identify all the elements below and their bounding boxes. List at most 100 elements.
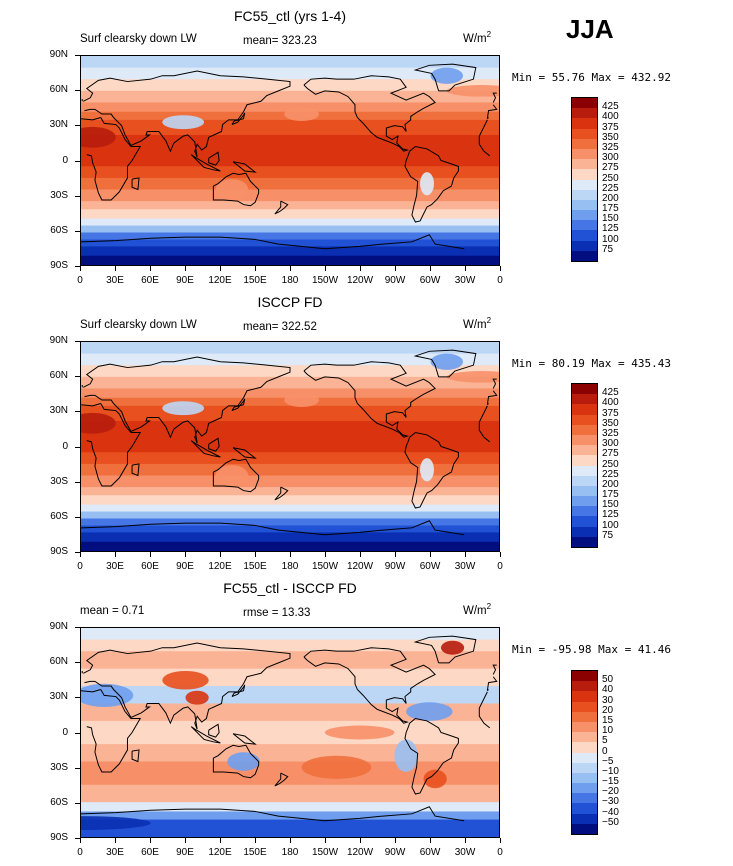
coastline <box>413 63 477 92</box>
lon-tick-label: 30E <box>106 847 124 858</box>
coastline <box>487 689 489 692</box>
coastline <box>81 689 101 693</box>
field-band <box>81 218 499 227</box>
field-feature <box>394 739 418 772</box>
colorbar-label: −40 <box>602 806 619 818</box>
colorbar-label: 200 <box>602 192 619 204</box>
coastline <box>232 447 257 459</box>
colorbar-label: 275 <box>602 448 619 460</box>
coastline <box>303 75 436 152</box>
panel-left-text: Surf clearsky down LW <box>80 33 197 45</box>
field-feature <box>162 115 205 130</box>
colorbar <box>571 383 598 548</box>
colorbar-label: 400 <box>602 111 619 123</box>
season-label: JJA <box>566 14 614 44</box>
coastline <box>478 691 491 729</box>
lon-tick-label: 150E <box>243 275 267 286</box>
lat-tick <box>75 411 80 413</box>
lon-tick <box>395 552 396 557</box>
lat-tick <box>75 230 80 232</box>
lon-tick <box>220 838 221 843</box>
lon-tick-label: 90W <box>384 561 406 572</box>
colorbar-segment <box>572 199 597 211</box>
colorbar-label: 175 <box>602 489 619 501</box>
colorbar-segment <box>572 424 597 435</box>
lon-tick-label: 120E <box>208 561 232 572</box>
lon-tick <box>290 266 291 271</box>
coastline <box>208 723 220 738</box>
lon-tick-label: 0 <box>497 275 503 286</box>
field-band <box>81 225 499 233</box>
coastline <box>486 104 498 119</box>
field-feature <box>420 458 434 482</box>
lon-tick <box>220 266 221 271</box>
field-feature <box>446 85 499 97</box>
lat-tick <box>75 802 80 804</box>
coastline <box>232 733 257 745</box>
lon-tick-label: 60E <box>141 847 159 858</box>
lat-tick-label: 90S <box>50 832 68 843</box>
coastline <box>289 806 465 822</box>
coastline <box>492 664 497 675</box>
units-text: W/m <box>463 32 487 45</box>
colorbar-segment <box>572 671 597 682</box>
coastline <box>190 726 221 744</box>
panel-title: FC55_ctl (yrs 1-4) <box>233 8 347 24</box>
field-band <box>81 119 499 136</box>
lon-tick-label: 0 <box>77 561 83 572</box>
lat-tick <box>75 125 80 127</box>
coastline <box>492 378 497 389</box>
lon-tick-label: 90E <box>176 561 194 572</box>
coastline <box>86 117 142 201</box>
field-band <box>81 166 499 179</box>
lat-tick-label: 30S <box>50 475 68 487</box>
lat-tick <box>75 195 80 197</box>
lon-tick <box>255 266 256 271</box>
colorbar-label: 425 <box>602 387 619 399</box>
colorbar-label: 250 <box>602 458 619 470</box>
lat-tick-label: 0 <box>62 440 68 452</box>
lat-tick <box>75 481 80 483</box>
colorbar-segment <box>572 240 597 251</box>
lat-tick <box>75 516 80 518</box>
lon-tick-label: 30W <box>454 847 476 858</box>
lon-tick-label: 120E <box>208 847 232 858</box>
colorbar-segment <box>572 414 597 425</box>
lon-tick <box>430 838 431 843</box>
units-exponent: 2 <box>486 602 492 611</box>
field-band <box>81 232 499 240</box>
coastline <box>190 440 221 458</box>
map-plot <box>80 627 500 838</box>
field-feature <box>81 126 116 148</box>
lon-tick <box>185 266 186 271</box>
colorbar-label: 75 <box>602 529 614 541</box>
field-band <box>81 452 499 465</box>
panel-center-text: mean= 323.23 <box>243 35 317 47</box>
colorbar-label: 10 <box>602 725 614 737</box>
field-feature <box>185 690 209 705</box>
lat-tick <box>75 767 80 769</box>
lat-tick-label: 90N <box>49 49 68 60</box>
colorbar-label: 275 <box>602 162 619 174</box>
lon-tick <box>430 266 431 271</box>
colorbar-segment <box>572 813 597 824</box>
colorbar-label: 150 <box>602 499 619 511</box>
colorbar-segment <box>572 516 597 527</box>
colorbar-label: −15 <box>602 776 619 788</box>
colorbar-segment <box>572 803 597 814</box>
lat-tick <box>75 838 80 839</box>
lon-tick-label: 180 <box>281 275 299 286</box>
field-band <box>81 784 499 803</box>
colorbar-segment <box>572 762 597 773</box>
lon-tick <box>220 552 221 557</box>
field-band <box>81 420 499 438</box>
map-field <box>81 56 499 265</box>
colorbar-segment <box>572 721 597 733</box>
lon-tick-label: 90E <box>176 275 194 286</box>
colorbar-segment <box>572 752 597 763</box>
coastline <box>208 151 220 166</box>
coastline <box>131 463 140 477</box>
coastline <box>274 772 289 787</box>
colorbar-segment <box>572 691 597 702</box>
units-label: W/m2 <box>463 602 491 617</box>
